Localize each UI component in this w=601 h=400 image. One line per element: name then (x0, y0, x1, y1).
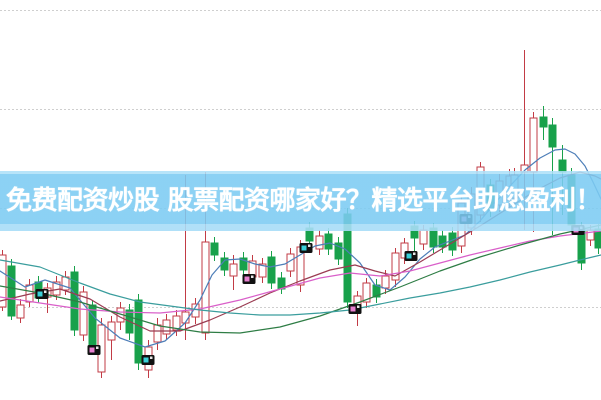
candle-body-down (239, 257, 248, 271)
candle-body-up (191, 303, 200, 318)
signal-badge-dot (143, 357, 149, 363)
signal-badge-dot (37, 291, 43, 297)
signal-badge-spark (150, 356, 153, 359)
signal-badge-dot (89, 347, 95, 353)
signal-badge-spark (44, 290, 47, 293)
signal-badge-dot (406, 253, 412, 259)
candle-body-up (381, 275, 390, 289)
signal-badge-spark (357, 305, 360, 308)
candle-body-down (88, 304, 97, 346)
candle-body-up (61, 276, 70, 291)
signal-badge-spark (413, 252, 416, 255)
candle-body-up (419, 229, 428, 245)
candle-body-up (0, 254, 7, 308)
candle-body-up (229, 263, 238, 277)
candle-body-down (324, 233, 333, 250)
candle-body-up (362, 282, 371, 303)
candle-body-up (153, 324, 162, 343)
ma-dark-green (0, 224, 601, 334)
promo-banner-text: 免费配资炒股 股票配资哪家好？精选平台助您盈利！ (6, 186, 601, 216)
candle-body-down (7, 265, 16, 317)
signal-badge-spark (251, 275, 254, 278)
ma-fast-blue (0, 148, 601, 348)
candle-body-up (258, 263, 267, 278)
candle-body-up (79, 291, 88, 336)
signal-badge-spark (96, 346, 99, 349)
signal-badge-dot (244, 276, 250, 282)
candle-body-down (539, 116, 548, 128)
candle-body-up (315, 235, 324, 250)
signal-badge-dot (301, 245, 307, 251)
candle-body-down (548, 124, 557, 148)
candle-body-up (16, 304, 25, 319)
candle-body-down (210, 242, 219, 256)
promo-banner[interactable]: 免费配资炒股 股票配资哪家好？精选平台助您盈利！ (0, 171, 601, 231)
ma-teal-slow (0, 254, 601, 316)
signal-badge-spark (308, 244, 311, 247)
candle-body-down (334, 242, 343, 260)
candle-body-up (391, 252, 400, 281)
signal-badge-dot (350, 306, 356, 312)
candle-body-down (267, 256, 276, 284)
candle-body-down (438, 235, 447, 248)
candle-body-down (134, 299, 143, 364)
